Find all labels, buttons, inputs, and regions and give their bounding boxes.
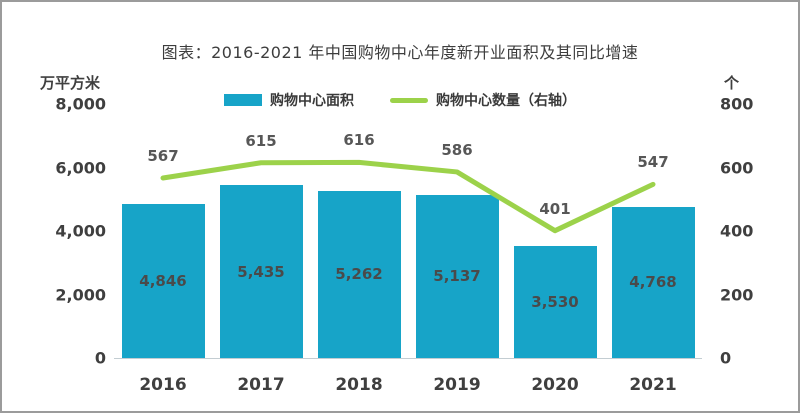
right-axis-tick: 600 (720, 158, 754, 177)
line-point-label: 547 (637, 153, 669, 172)
left-axis-tick: 0 (94, 348, 106, 368)
x-axis-label: 2019 (433, 375, 481, 395)
bar-value-label: 5,262 (335, 265, 383, 284)
left-axis-tick: 6,000 (55, 158, 106, 177)
right-axis-unit-label: 个 (724, 74, 740, 92)
bar (121, 204, 205, 358)
x-axis-label: 2017 (237, 375, 285, 395)
bar (611, 206, 695, 358)
x-axis-label: 2018 (335, 375, 383, 395)
legend-label: 购物中心数量（右轴） (436, 93, 576, 109)
left-axis-tick: 2,000 (55, 285, 106, 304)
right-axis-tick: 200 (720, 285, 754, 304)
x-axis-label: 2020 (531, 375, 579, 395)
line-point-label: 567 (147, 146, 179, 165)
bar (513, 245, 597, 358)
legend-item-line: 购物中心数量（右轴） (390, 90, 576, 110)
line-point-label: 401 (539, 199, 571, 218)
x-axis-label: 2016 (139, 375, 187, 395)
right-axis-tick: 800 (720, 94, 754, 114)
legend: 购物中心面积 购物中心数量（右轴） (2, 90, 798, 110)
right-axis-tick: 0 (720, 348, 732, 368)
bar-value-label: 5,137 (433, 267, 481, 286)
line-point-label: 586 (441, 140, 473, 159)
line-point-label: 615 (245, 131, 277, 150)
line-point-label: 616 (343, 131, 375, 150)
bar-value-label: 5,435 (237, 262, 285, 281)
legend-label: 购物中心面积 (270, 93, 354, 109)
x-axis-label: 2021 (629, 375, 677, 395)
chart-title: 图表：2016-2021 年中国购物中心年度新开业面积及其同比增速 (161, 43, 639, 62)
x-axis-line (114, 358, 702, 359)
left-axis-tick: 8,000 (55, 94, 106, 114)
legend-item-bar: 购物中心面积 (224, 90, 354, 110)
line-series (160, 159, 656, 234)
bar (317, 190, 401, 358)
right-axis-tick: 400 (720, 221, 754, 241)
left-axis-tick: 4,000 (55, 221, 106, 241)
bar (415, 194, 499, 358)
left-axis-unit-label: 万平方米 (40, 74, 101, 92)
line-path (160, 159, 656, 234)
bar-swatch-icon (224, 94, 262, 106)
line-swatch-icon (390, 97, 428, 103)
bar-value-label: 4,768 (629, 273, 677, 292)
bar-value-label: 3,530 (531, 292, 579, 311)
bar (219, 185, 303, 358)
bar-value-label: 4,846 (139, 272, 187, 291)
